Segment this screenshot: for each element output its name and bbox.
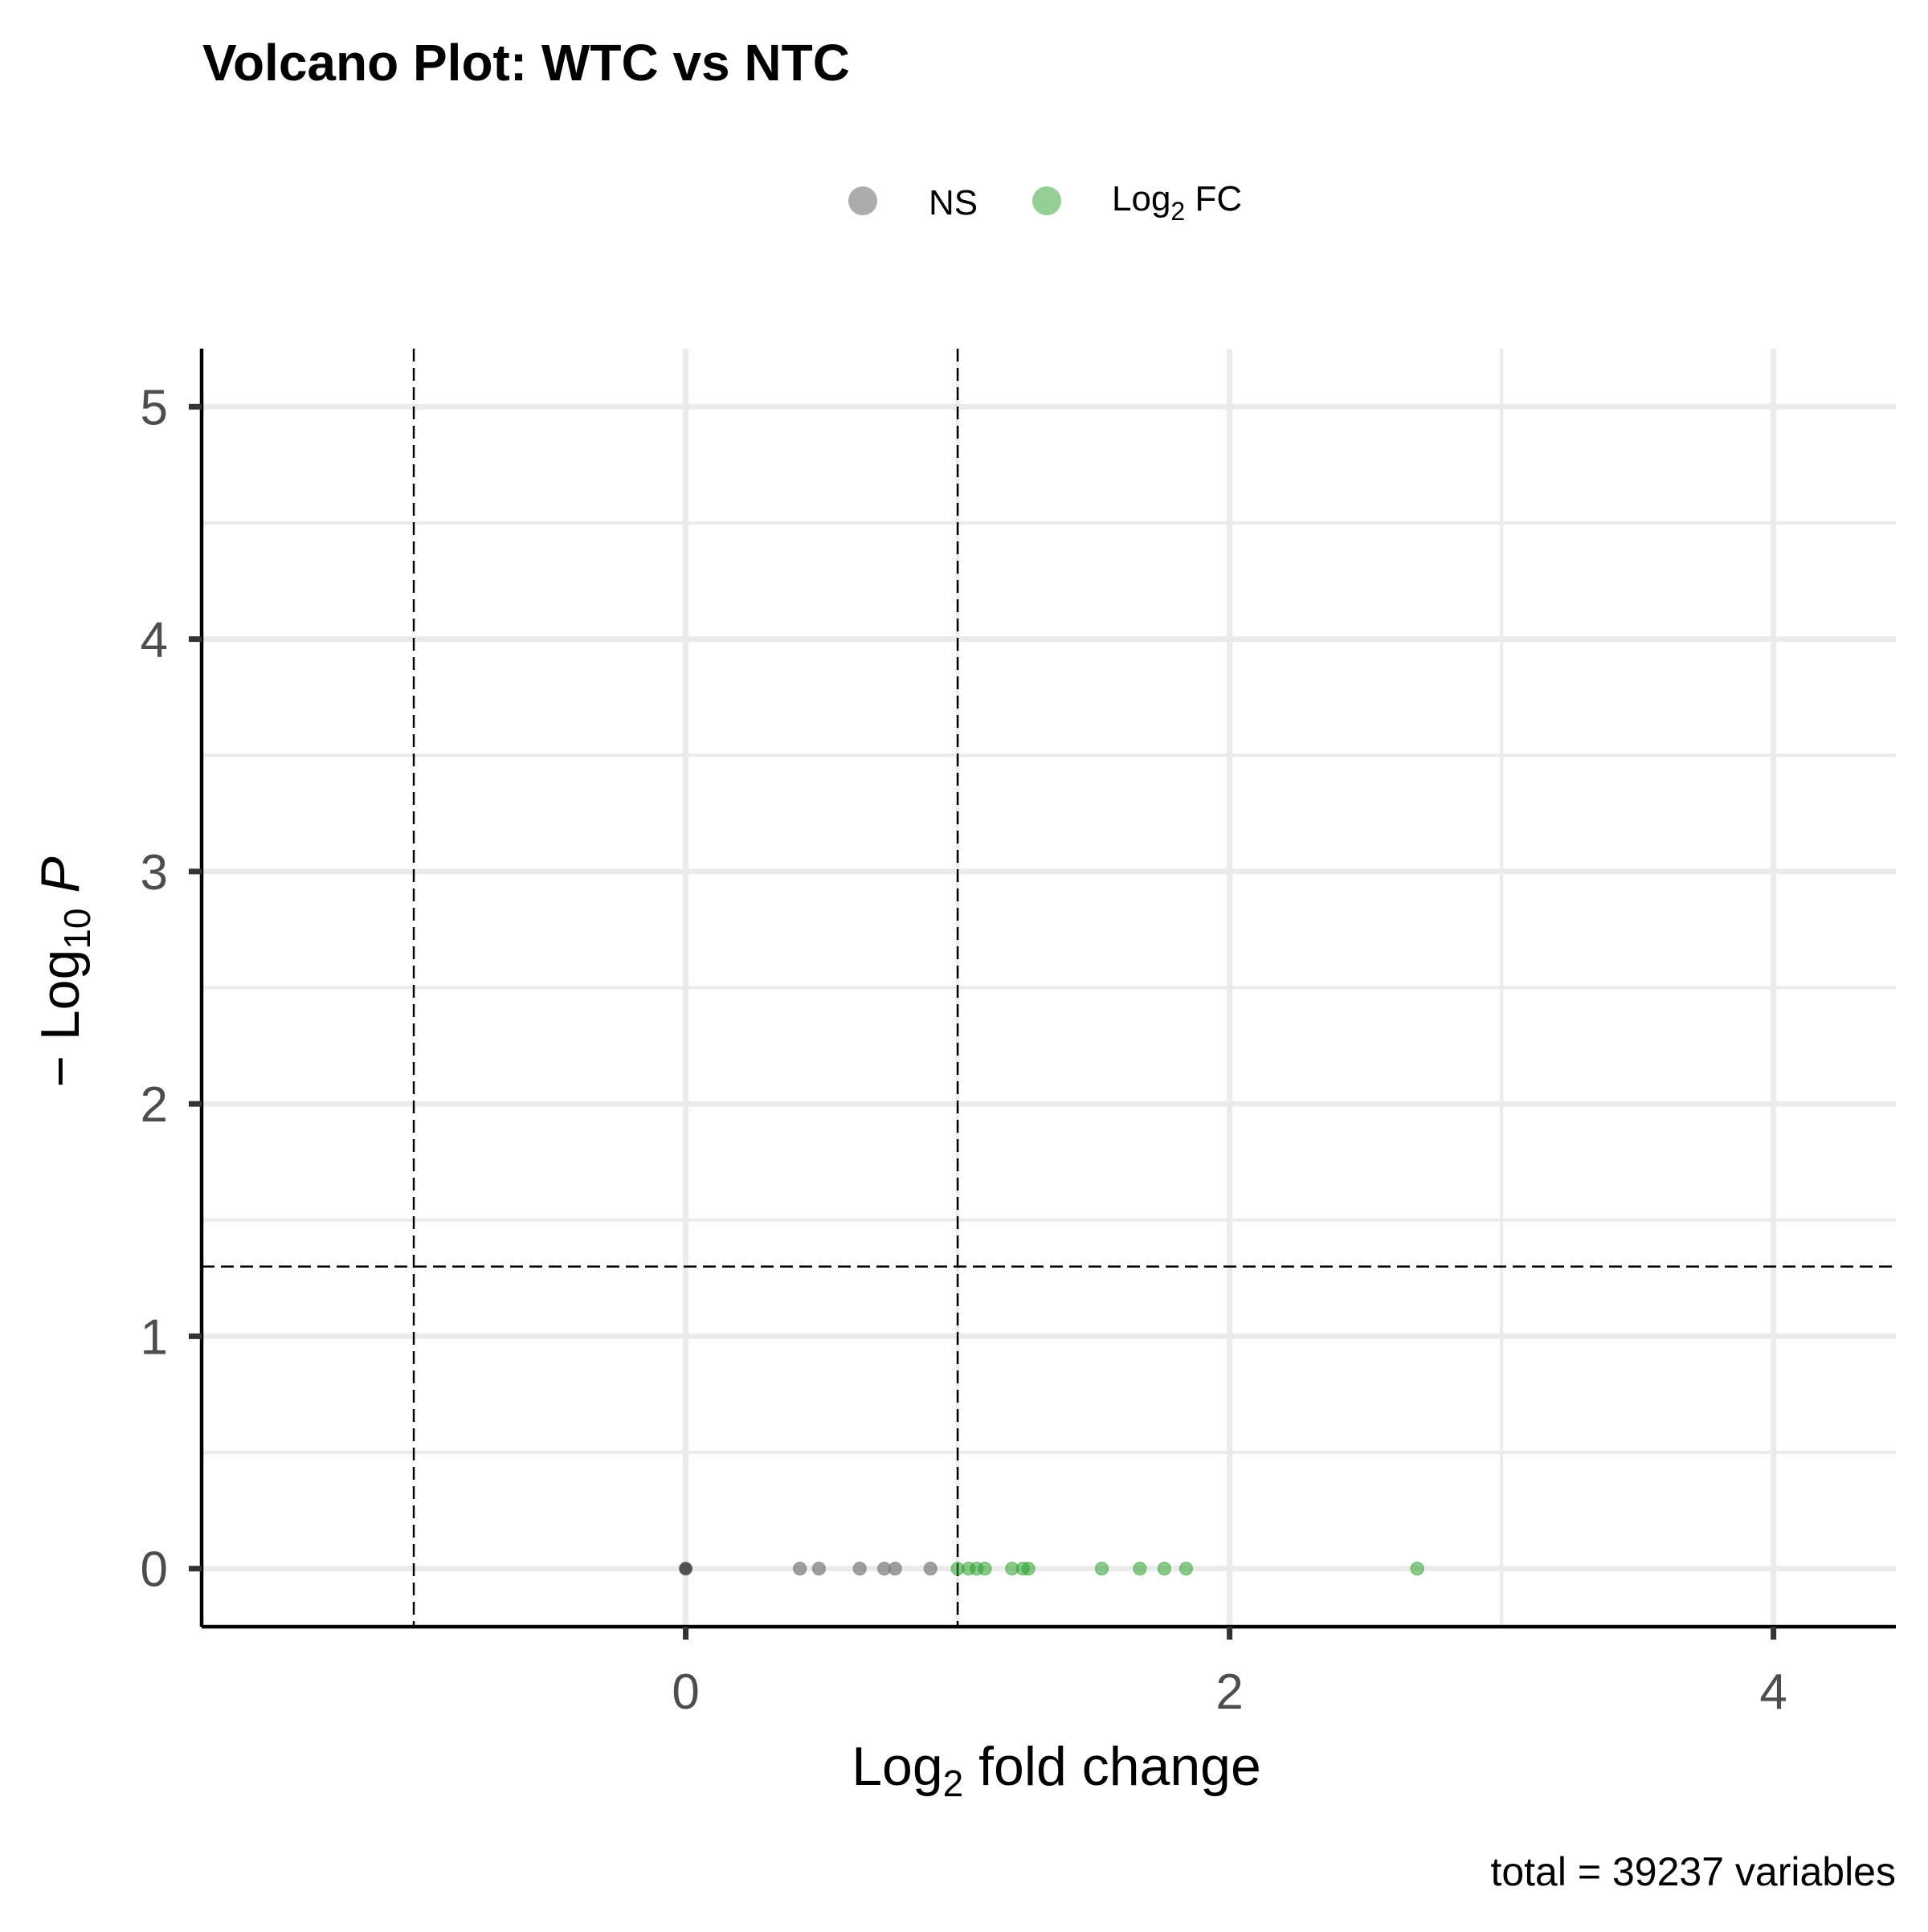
chart-title: Volcano Plot: WTC vs NTC — [202, 34, 850, 92]
log2fc-point — [1021, 1561, 1035, 1576]
log2fc-point — [1133, 1561, 1147, 1576]
y-tick-label: 0 — [141, 1542, 168, 1598]
log2fc-point — [978, 1561, 992, 1576]
data-points — [678, 1561, 1424, 1576]
grid-layer — [202, 349, 1896, 1627]
log2fc-point — [1410, 1561, 1424, 1576]
legend-key-log2fc — [1032, 186, 1061, 215]
caption: total = 39237 variables — [1490, 1849, 1896, 1894]
tick-labels: 0 2 4 0 1 2 3 4 5 — [141, 380, 1787, 1720]
y-tick-label: 5 — [141, 380, 168, 435]
ns-point — [793, 1561, 807, 1576]
axes — [189, 349, 1896, 1640]
y-tick-label: 2 — [141, 1077, 168, 1133]
legend-key-ns — [848, 186, 877, 215]
y-tick-label: 4 — [141, 613, 168, 668]
x-tick-label: 2 — [1215, 1664, 1243, 1720]
legend-label-ns: NS — [929, 183, 978, 223]
y-tick-label: 3 — [141, 845, 168, 901]
y-tick-label: 1 — [141, 1309, 168, 1365]
x-tick-label: 4 — [1759, 1664, 1787, 1720]
x-axis-title: Log2 fold change — [852, 1736, 1261, 1804]
ns-point — [923, 1561, 937, 1576]
ns-point-dense — [679, 1562, 692, 1575]
ns-point — [852, 1561, 867, 1576]
legend: NS Log2 FC — [848, 179, 1242, 226]
cutoff-lines — [202, 349, 1896, 1627]
ns-point — [888, 1561, 902, 1576]
x-tick-label: 0 — [672, 1664, 699, 1720]
log2fc-point — [1094, 1561, 1109, 1576]
log2fc-point — [1178, 1561, 1194, 1576]
log2fc-point — [1157, 1561, 1172, 1576]
ns-point — [811, 1561, 827, 1576]
y-axis-title: − Log10 P — [30, 856, 98, 1087]
legend-label-log2fc: Log2 FC — [1112, 179, 1242, 226]
